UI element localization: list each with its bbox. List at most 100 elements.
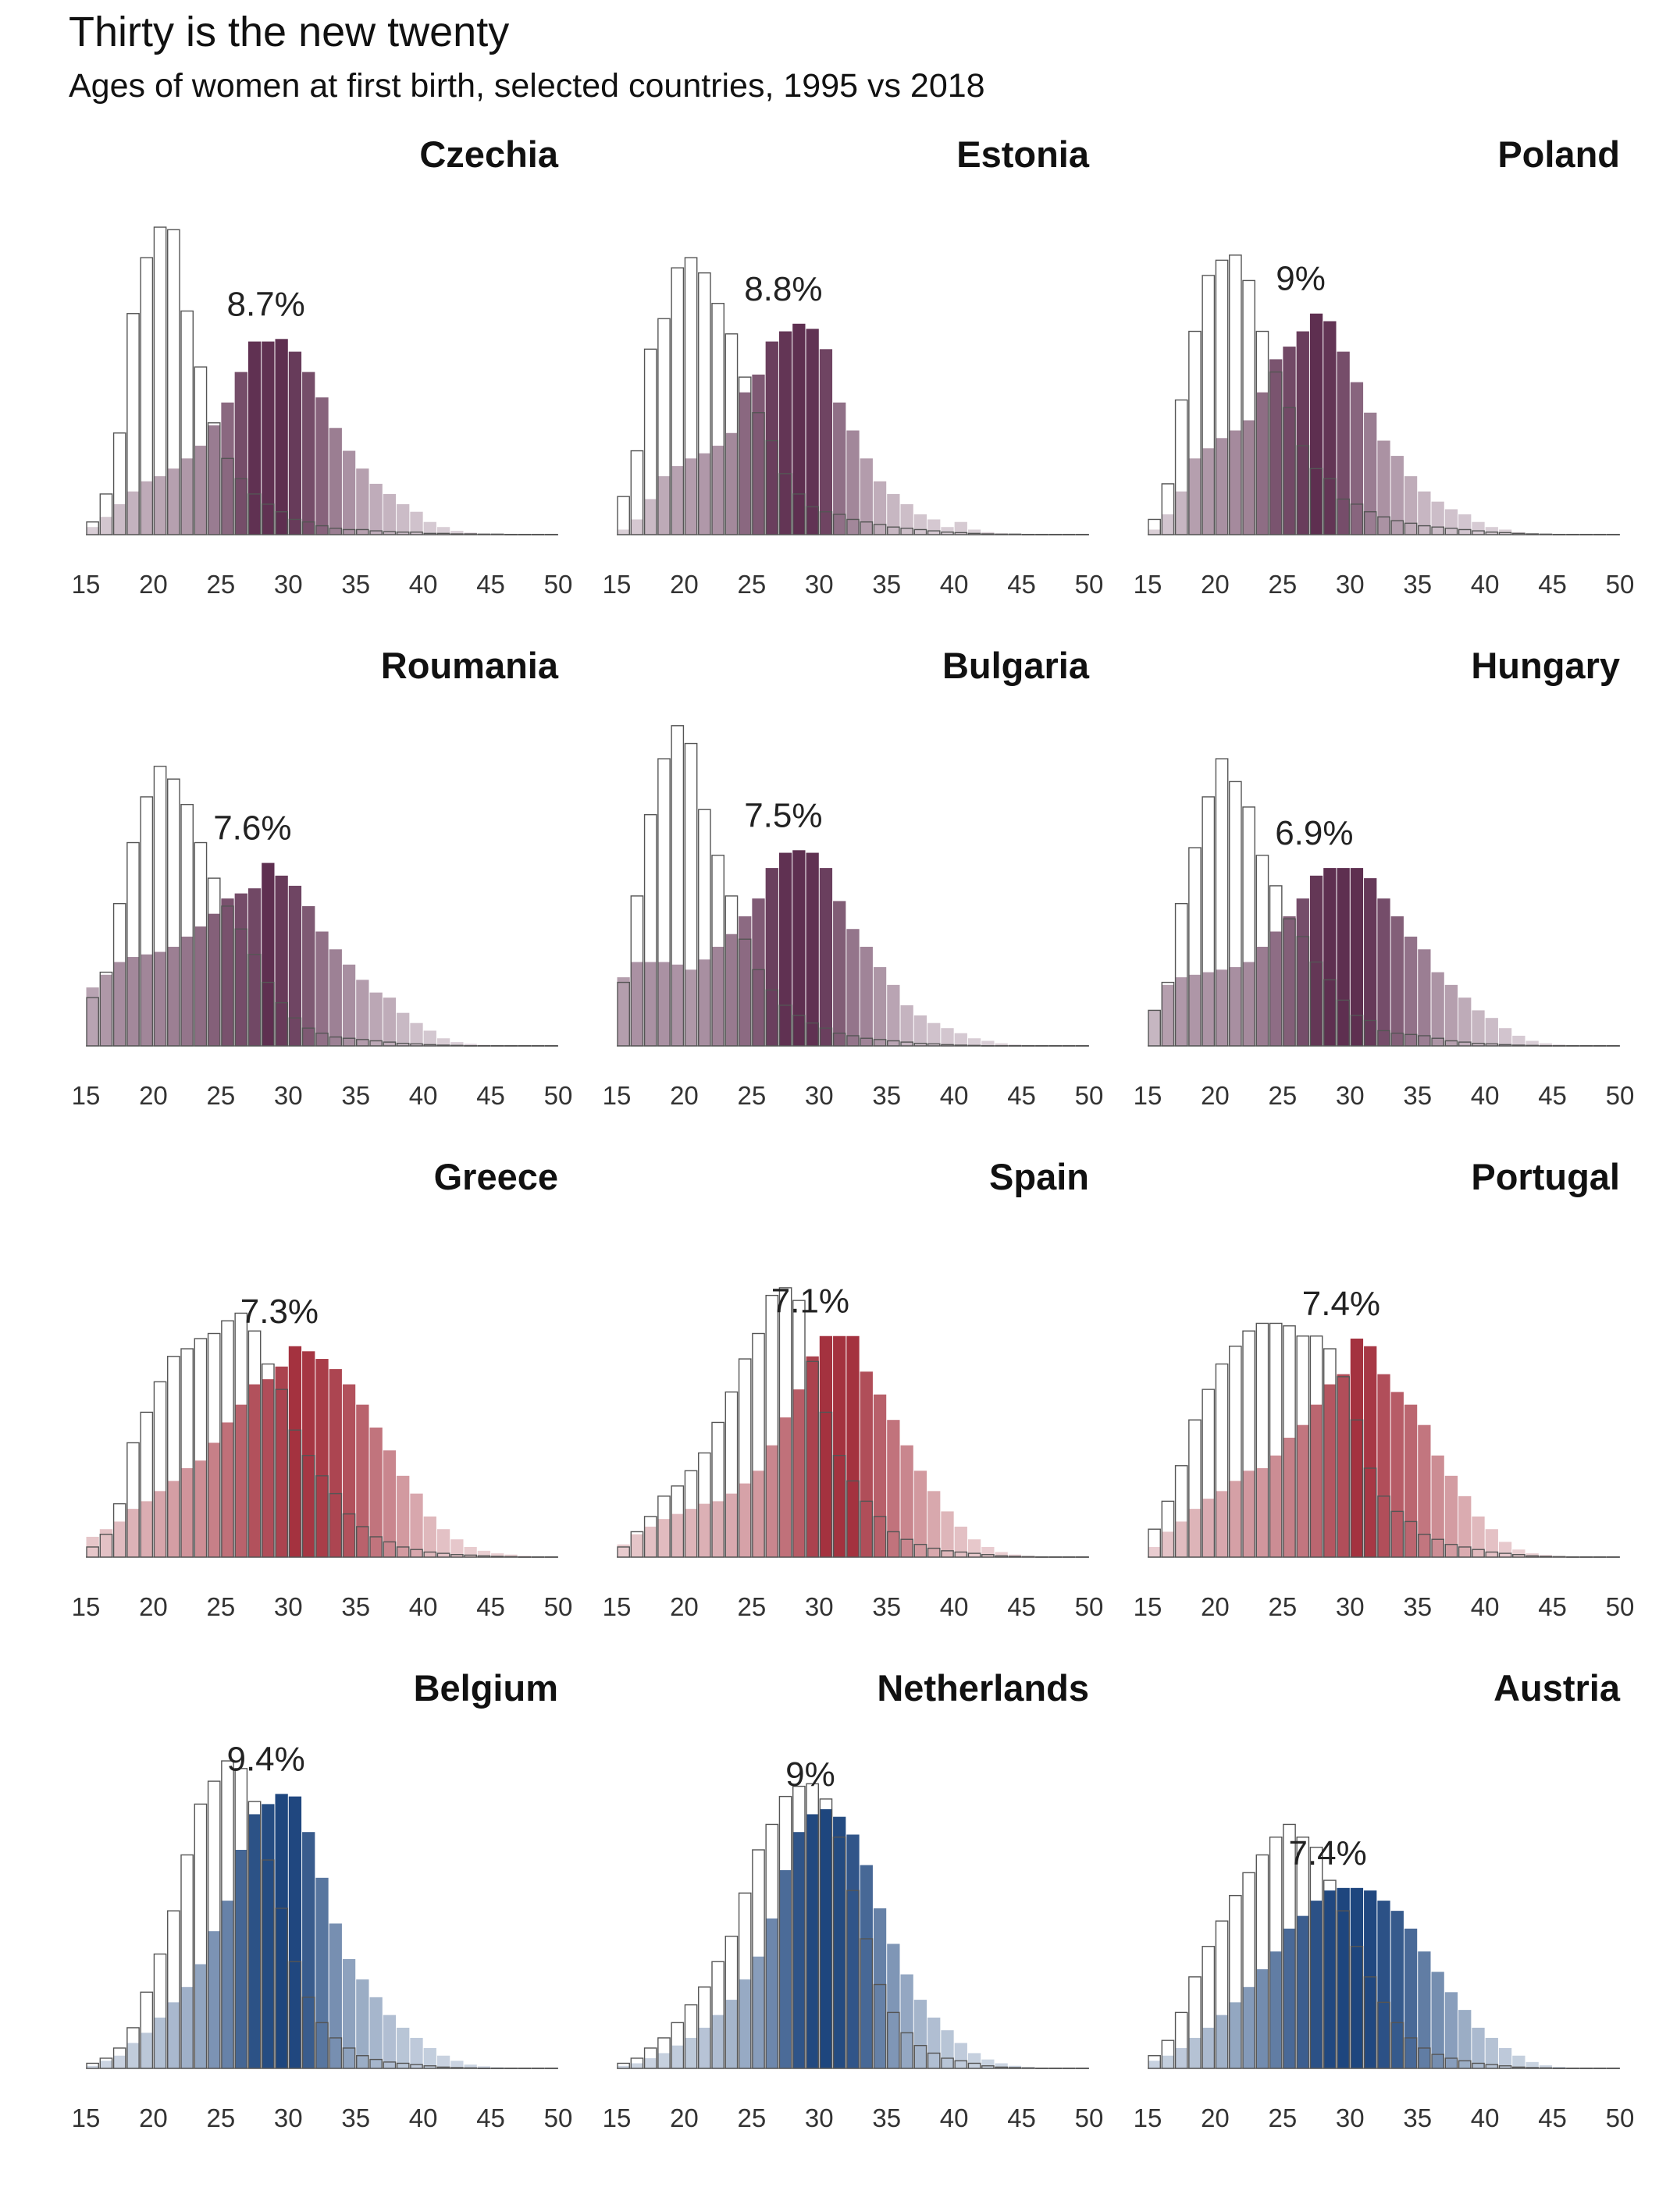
bar-2018-age-24 <box>1269 1455 1283 1557</box>
bar-2018-age-18 <box>1188 458 1202 535</box>
bar-2018-age-21 <box>698 2027 711 2068</box>
bar-2018-age-35 <box>1418 1424 1431 1557</box>
bar-2018-age-33 <box>860 947 873 1046</box>
bar-2018-age-41 <box>967 1038 981 1046</box>
histogram-plot: 7.5% 15 20 25 30 35 40 45 50 <box>603 725 1104 1110</box>
panel-title: Austria <box>1493 1667 1620 1709</box>
bar-2018-age-32 <box>846 430 860 535</box>
bar-2018-age-41 <box>436 1529 450 1557</box>
x-tick-label: 30 <box>274 570 303 599</box>
x-tick-label: 50 <box>1075 1592 1104 1621</box>
bar-2018-age-35 <box>356 980 369 1046</box>
bar-2018-age-25 <box>221 402 234 535</box>
bar-2018-age-23 <box>724 432 739 535</box>
bar-2018-age-42 <box>1512 1035 1525 1046</box>
x-tick-label: 15 <box>603 570 632 599</box>
bar-2018-age-36 <box>900 503 913 535</box>
bar-2018-age-33 <box>1390 1911 1404 2068</box>
bar-2018-age-41 <box>1498 1028 1512 1046</box>
bar-2018-age-25 <box>1283 347 1296 535</box>
bar-2018-age-18 <box>657 2053 671 2068</box>
bar-2018-age-29 <box>1337 868 1350 1046</box>
bar-2018-age-21 <box>1229 2002 1242 2068</box>
x-tick-label: 20 <box>139 1081 168 1110</box>
x-tick-label: 20 <box>1201 1081 1230 1110</box>
x-tick-label: 35 <box>1403 2104 1432 2132</box>
bar-2018-age-32 <box>1377 898 1390 1046</box>
bar-2018-age-38 <box>397 503 410 535</box>
bar-2018-age-36 <box>900 1005 913 1046</box>
x-tick-label: 25 <box>737 2104 766 2132</box>
bar-2018-age-25 <box>752 1956 765 2068</box>
bar-2018-age-15 <box>86 527 99 535</box>
bar-2018-age-20 <box>1215 438 1229 535</box>
bar-2018-age-35 <box>356 468 369 535</box>
bar-2018-age-34 <box>342 964 356 1046</box>
x-tick-label: 20 <box>139 1592 168 1621</box>
bar-2018-age-23 <box>1255 392 1269 535</box>
bar-2018-age-41 <box>1498 2047 1512 2068</box>
bar-2018-age-23 <box>1255 947 1269 1046</box>
x-tick-label: 50 <box>1606 1081 1635 1110</box>
bar-2018-age-38 <box>1458 514 1472 535</box>
bar-2018-age-27 <box>778 331 792 535</box>
x-tick-label: 25 <box>1268 2104 1297 2132</box>
x-tick-label: 50 <box>1075 1081 1104 1110</box>
bar-2018-age-31 <box>1364 412 1377 535</box>
bar-2018-age-40 <box>423 1030 436 1046</box>
bar-2018-age-39 <box>1472 2027 1485 2068</box>
panel-title: Belgium <box>413 1667 558 1709</box>
x-tick-label: 25 <box>737 1081 766 1110</box>
bar-2018-age-31 <box>1364 878 1377 1046</box>
x-tick-label: 30 <box>805 2104 834 2132</box>
panel-roumania: Roumania 7.6% 15 20 25 30 35 40 45 50 <box>72 644 574 1155</box>
bar-2018-age-29 <box>1337 351 1350 535</box>
bar-2018-age-24 <box>208 913 221 1046</box>
bar-2018-age-37 <box>383 493 397 535</box>
bar-2018-age-34 <box>873 1908 887 2068</box>
x-tick-label: 50 <box>544 2104 573 2132</box>
bar-2018-age-20 <box>153 2017 167 2068</box>
x-tick-label: 45 <box>476 2104 505 2132</box>
bar-2018-age-18 <box>126 957 140 1046</box>
bar-2018-age-18 <box>657 476 671 535</box>
bar-2018-age-43 <box>1525 2061 1539 2068</box>
bar-2018-age-23 <box>194 446 208 535</box>
x-tick-label: 40 <box>1471 2104 1500 2132</box>
bar-2018-age-43 <box>464 2064 477 2068</box>
bar-2018-age-20 <box>684 969 698 1046</box>
x-tick-label: 40 <box>1471 570 1500 599</box>
panel-title: Hungary <box>1471 645 1620 686</box>
bar-2018-age-26 <box>234 1850 247 2068</box>
bar-2018-age-31 <box>833 402 846 535</box>
bar-2018-age-34 <box>873 967 887 1046</box>
bar-2018-age-17 <box>644 962 657 1046</box>
peak-value-label: 9% <box>785 1755 835 1794</box>
x-tick-label: 15 <box>72 2104 101 2132</box>
bar-2018-age-39 <box>1472 1516 1485 1557</box>
bar-2018-age-18 <box>126 491 140 535</box>
bar-2018-age-27 <box>247 1384 262 1557</box>
bar-2018-age-26 <box>234 372 247 535</box>
bar-2018-age-42 <box>981 1546 995 1557</box>
bar-2018-age-26 <box>765 1918 778 2068</box>
bar-2018-age-20 <box>1215 2015 1229 2068</box>
bar-2018-age-44 <box>477 2066 491 2068</box>
peak-value-label: 8.8% <box>744 270 822 308</box>
bar-1995-age-15 <box>617 496 630 535</box>
x-tick-label: 40 <box>940 1592 969 1621</box>
bar-2018-age-42 <box>450 531 464 535</box>
x-tick-label: 45 <box>1007 570 1036 599</box>
bar-2018-age-19 <box>1202 1499 1215 1557</box>
bar-2018-age-39 <box>410 2037 423 2068</box>
panel-title: Czechia <box>419 133 558 175</box>
x-tick-label: 25 <box>1268 1081 1297 1110</box>
bar-2018-age-41 <box>967 1539 981 1557</box>
bar-2018-age-23 <box>194 1964 208 2068</box>
bar-2018-age-42 <box>450 2061 464 2068</box>
x-tick-label: 40 <box>1471 1081 1500 1110</box>
bar-2018-age-42 <box>450 1539 464 1557</box>
panel-portugal: Portugal 7.4% 15 20 25 30 35 40 45 50 <box>1134 1155 1636 1666</box>
x-tick-label: 20 <box>670 1592 699 1621</box>
peak-value-label: 7.6% <box>213 809 291 848</box>
